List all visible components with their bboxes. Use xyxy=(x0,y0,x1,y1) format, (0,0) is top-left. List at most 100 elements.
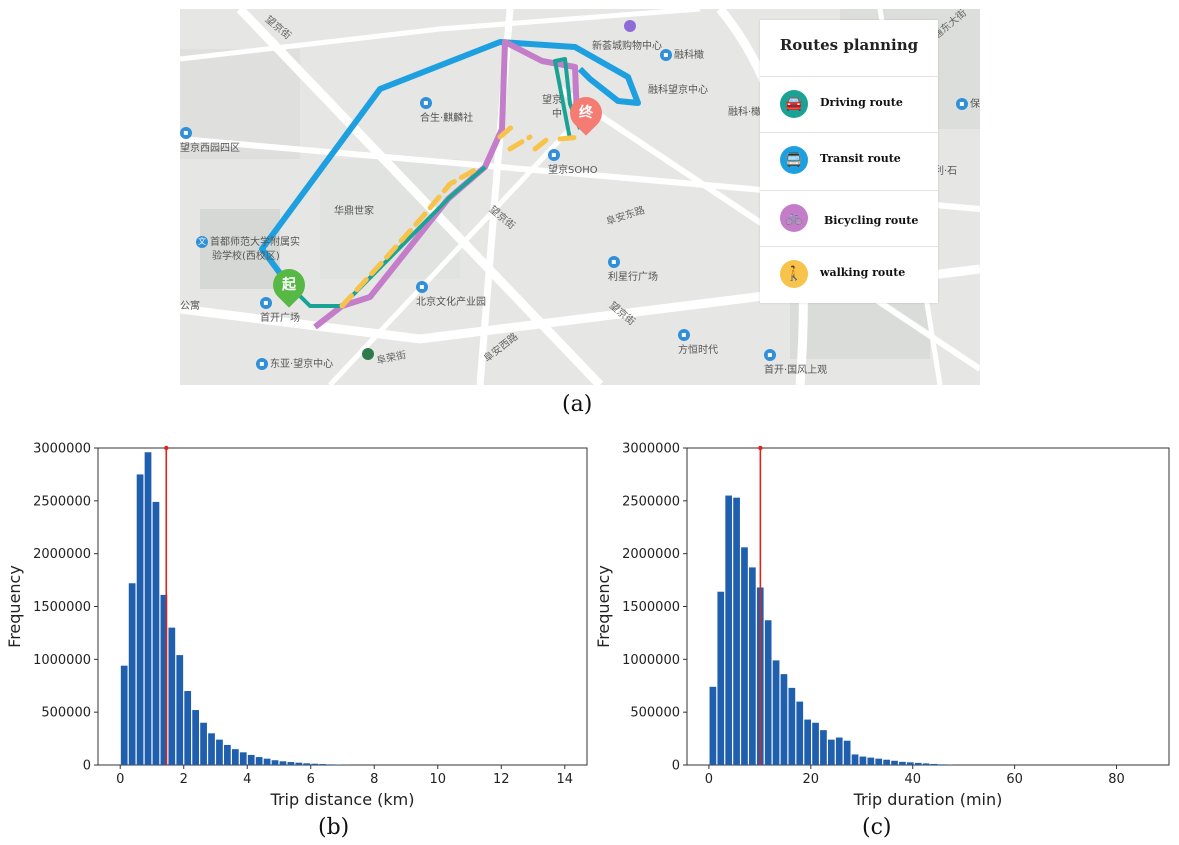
histogram-bar xyxy=(160,594,168,765)
histogram-bar xyxy=(930,763,938,765)
poi-label[interactable]: 中 xyxy=(552,109,562,120)
legend-label: Transit route xyxy=(820,152,901,165)
y-tick-label: 3000000 xyxy=(622,442,680,457)
poi-label[interactable]: ▪ 望京西园四区 xyxy=(180,127,240,154)
poi-label[interactable]: ▪ 保 xyxy=(956,95,980,110)
x-tick-label: 10 xyxy=(429,772,446,787)
x-tick-label: 0 xyxy=(705,772,713,787)
building-icon: ▪ xyxy=(260,297,272,309)
histogram-bar xyxy=(208,733,215,765)
legend-item-bicycling[interactable]: 🚲 Bicycling route xyxy=(760,190,938,247)
histogram-bar xyxy=(168,627,176,765)
histogram-bar xyxy=(303,763,311,765)
poi-label[interactable]: ▪ 北京文化产业园 xyxy=(416,281,486,308)
building-icon: ▪ xyxy=(180,127,192,139)
histogram-bar xyxy=(725,495,733,765)
histogram-bar xyxy=(780,674,788,765)
histogram-bar xyxy=(772,660,780,765)
histogram-bar xyxy=(764,620,772,765)
poi-label[interactable]: ▪ 首开广场 xyxy=(260,297,300,324)
car-icon: 🚘 xyxy=(780,90,808,118)
poi-label[interactable]: ▪ 望京SOHO xyxy=(548,149,598,176)
histogram-bar xyxy=(263,758,271,765)
histogram-bar xyxy=(717,591,725,765)
x-tick-label: 60 xyxy=(1006,772,1023,787)
poi-label[interactable]: ▪ 东亚·望京中心 xyxy=(256,355,333,370)
poi-label[interactable]: 新荟城购物中心 xyxy=(592,41,662,52)
histogram-bar xyxy=(709,686,717,765)
y-tick-label: 1000000 xyxy=(622,653,680,668)
legend-item-walking[interactable]: 🚶 walking route xyxy=(760,246,938,303)
caption-c: (c) xyxy=(862,815,892,840)
legend-item-driving[interactable]: 🚘 Driving route xyxy=(760,76,938,133)
histogram-bar xyxy=(319,764,327,765)
end-pin-icon[interactable]: 终 xyxy=(563,90,609,136)
x-tick-label: 0 xyxy=(116,772,124,787)
x-tick-label: 20 xyxy=(803,772,820,787)
histogram-bar xyxy=(247,754,255,765)
histogram-bar xyxy=(120,665,128,765)
building-icon: ▪ xyxy=(660,49,672,61)
histogram-bar xyxy=(279,761,287,765)
building-icon: ▪ xyxy=(548,149,560,161)
x-tick-label: 8 xyxy=(370,772,378,787)
start-pin-icon[interactable]: 起 xyxy=(266,262,312,308)
walking-person-icon: 🚶 xyxy=(780,260,808,288)
poi-label[interactable]: 保利·石 xyxy=(924,166,958,177)
marker-point xyxy=(164,445,169,451)
histogram-bar xyxy=(914,762,922,765)
histogram-bar xyxy=(231,749,239,765)
histogram-bar xyxy=(812,722,819,765)
bicycling-route-line xyxy=(313,39,580,330)
y-tick-label: 0 xyxy=(83,759,91,774)
poi-label[interactable]: 融科望京中心 xyxy=(648,85,708,96)
histogram-bar xyxy=(938,764,946,765)
poi-label[interactable]: ▪ 融科橄 xyxy=(660,46,704,61)
histogram-bar xyxy=(906,762,914,765)
poi-label[interactable]: 文首都师范大学附属实 xyxy=(196,236,300,248)
histogram-bar xyxy=(176,655,184,765)
building-icon: ▪ xyxy=(608,256,620,268)
legend-label: Bicycling route xyxy=(824,214,919,227)
y-tick-label: 500000 xyxy=(630,706,680,721)
histogram-bar xyxy=(867,757,875,765)
poi-label[interactable]: ▪ 利星行广场 xyxy=(608,256,658,283)
poi-label: 公寓 xyxy=(180,301,200,312)
histogram-bar xyxy=(843,740,851,765)
poi-label[interactable]: 望京 xyxy=(542,95,562,106)
histogram-bar xyxy=(827,739,835,765)
poi-label[interactable]: 融科·橄 xyxy=(728,107,762,118)
poi-label[interactable]: ▪ 首开·国风上观 xyxy=(764,349,828,376)
x-axis-label: Trip distance (km) xyxy=(270,790,415,809)
building-icon: ▪ xyxy=(256,358,268,370)
x-tick-label: 14 xyxy=(556,772,573,787)
histogram-bar xyxy=(733,497,740,765)
y-tick-label: 3000000 xyxy=(33,442,91,457)
poi-label[interactable]: ▪ 方恒时代 xyxy=(678,329,718,356)
marker-point xyxy=(758,445,763,451)
poi-label[interactable]: 华鼎世家 xyxy=(334,206,374,217)
histogram-bar xyxy=(216,739,223,765)
x-tick-label: 40 xyxy=(904,772,921,787)
y-tick-label: 1500000 xyxy=(33,600,91,615)
histogram-bar xyxy=(741,547,748,765)
legend-item-transit[interactable]: 🚍 Transit route xyxy=(760,132,938,189)
histogram-bar xyxy=(239,752,247,765)
poi-label[interactable]: ▪ 合生·麒麟社 xyxy=(420,97,474,124)
histogram-bar xyxy=(152,501,160,765)
x-tick-label: 80 xyxy=(1108,772,1125,787)
histogram-bar xyxy=(255,757,263,765)
histogram-bar xyxy=(851,754,859,765)
y-tick-label: 2500000 xyxy=(33,494,91,509)
y-axis-label: Frequency xyxy=(595,565,613,648)
y-tick-label: 2000000 xyxy=(622,547,680,562)
y-tick-label: 500000 xyxy=(41,706,91,721)
bus-icon: 🚍 xyxy=(780,146,808,174)
trip-duration-histogram: 0 500000 1000000 1500000 2000000 2500000 30000… xyxy=(595,442,1170,809)
x-tick-label: 6 xyxy=(307,772,315,787)
histogram-bar xyxy=(136,474,144,765)
histogram-bar xyxy=(144,452,152,765)
x-tick-label: 4 xyxy=(243,772,251,787)
building-icon: ▪ xyxy=(416,281,428,293)
building-icon: ▪ xyxy=(956,98,968,110)
